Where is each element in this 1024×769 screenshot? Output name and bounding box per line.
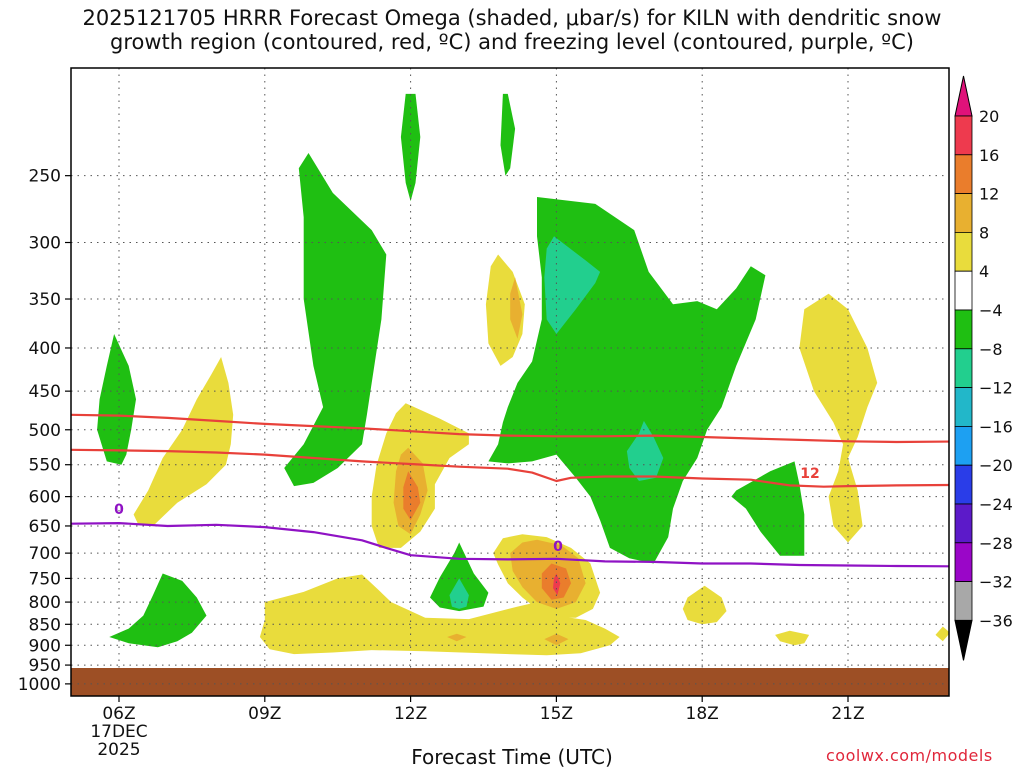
x-axis-label: Forecast Time (UTC) xyxy=(411,745,613,769)
y-tick-label: 850 xyxy=(29,615,61,635)
y-tick-label: 1000 xyxy=(18,675,61,695)
y-tick-label: 750 xyxy=(29,569,61,589)
omega-region xyxy=(510,277,523,339)
colorbar-swatch xyxy=(954,348,973,388)
x-tick-label: 06Z xyxy=(102,704,135,724)
y-tick-label: 600 xyxy=(29,488,61,508)
omega-region xyxy=(935,626,949,642)
colorbar-bottom-triangle xyxy=(954,619,973,661)
omega-region xyxy=(430,542,489,612)
omega-region xyxy=(259,574,620,656)
colorbar-swatch xyxy=(954,542,973,582)
y-axis: 2503003504004505005506006507007508008509… xyxy=(18,167,71,695)
colorbar-swatch xyxy=(954,425,973,466)
contour-label-freezing-left: 0 xyxy=(114,502,124,518)
omega-region xyxy=(775,630,810,646)
omega-region xyxy=(488,197,766,564)
omega-region xyxy=(799,293,878,543)
y-tick-label: 400 xyxy=(29,339,61,359)
contour-dgz-lower xyxy=(71,448,949,488)
colorbar-label: −16 xyxy=(979,417,1013,436)
omega-region xyxy=(544,633,569,646)
contour-label-freezing-mid: 0 xyxy=(553,539,563,555)
colorbar-label: 20 xyxy=(979,107,999,126)
y-tick-label: 550 xyxy=(29,456,61,476)
colorbar-label: −20 xyxy=(979,456,1013,475)
colorbar-swatch xyxy=(954,309,973,350)
chart-title: 2025121705 HRRR Forecast Omega (shaded, … xyxy=(82,6,942,54)
colorbar-swatch xyxy=(954,154,973,195)
colorbar-label: 16 xyxy=(979,146,999,165)
omega-region xyxy=(626,420,664,481)
colorbar-swatch xyxy=(954,464,973,505)
colorbar-label: −12 xyxy=(979,379,1013,398)
colorbar-swatch xyxy=(954,193,973,233)
omega-region xyxy=(284,153,387,487)
colorbar-label: −36 xyxy=(979,611,1013,630)
y-tick-label: 350 xyxy=(29,290,61,310)
colorbar-swatch xyxy=(954,503,973,544)
x-tick-date: 17DEC xyxy=(90,722,147,742)
omega-region xyxy=(544,236,601,334)
colorbar-label: −8 xyxy=(979,340,1003,359)
colorbar-top-triangle xyxy=(954,75,973,117)
colorbar-label: 8 xyxy=(979,223,989,242)
source-credit: coolwx.com/models xyxy=(826,746,993,765)
x-tick-year: 2025 xyxy=(97,740,140,760)
omega-shading xyxy=(97,93,949,656)
x-tick-label: 21Z xyxy=(831,704,864,724)
y-tick-label: 700 xyxy=(29,544,61,564)
x-tick-label: 09Z xyxy=(248,704,281,724)
ground-surface xyxy=(71,668,949,696)
colorbar-label: −32 xyxy=(979,573,1013,592)
x-tick-label: 12Z xyxy=(394,704,427,724)
x-tick-label: 15Z xyxy=(540,704,573,724)
y-tick-label: 950 xyxy=(29,656,61,676)
colorbar-swatch xyxy=(954,387,973,427)
contour-dgz-upper xyxy=(71,413,949,444)
colorbar-label: 4 xyxy=(979,262,989,281)
omega-region xyxy=(553,573,561,596)
omega-region xyxy=(97,334,136,465)
colorbar-swatch xyxy=(954,581,973,621)
y-tick-label: 650 xyxy=(29,517,61,537)
x-tick-label: 18Z xyxy=(686,704,719,724)
colorbar-swatch xyxy=(954,231,973,272)
colorbar: 20 16 12 8 4 −4 −8 −12 −16 −20 −24 −28 −32 −36 xyxy=(954,75,1013,661)
colorbar-swatch xyxy=(954,270,973,311)
omega-region xyxy=(500,93,516,176)
colorbar-label: 12 xyxy=(979,185,999,204)
grid-lines xyxy=(71,68,949,685)
colorbar-label: −24 xyxy=(979,495,1013,514)
contour-lines xyxy=(71,413,949,568)
contour-label-dgz: 12 xyxy=(800,466,819,482)
omega-region xyxy=(731,461,805,556)
y-tick-label: 800 xyxy=(29,593,61,613)
colorbar-swatch xyxy=(954,115,973,156)
contour-freezing-level xyxy=(71,521,949,568)
omega-region xyxy=(400,93,421,202)
omega-region xyxy=(403,471,421,521)
colorbar-label: −28 xyxy=(979,534,1013,553)
y-tick-label: 900 xyxy=(29,636,61,656)
contour-labels: 12 0 0 xyxy=(114,466,820,555)
y-tick-label: 500 xyxy=(29,421,61,441)
colorbar-label: −4 xyxy=(979,301,1003,320)
y-tick-label: 300 xyxy=(29,234,61,254)
y-tick-label: 450 xyxy=(29,382,61,402)
plot-frame xyxy=(70,67,950,697)
omega-region xyxy=(449,578,469,609)
omega-region xyxy=(133,357,234,526)
omega-region xyxy=(682,585,727,625)
omega-region xyxy=(447,633,467,642)
omega-region xyxy=(109,573,207,648)
y-tick-label: 250 xyxy=(29,167,61,187)
